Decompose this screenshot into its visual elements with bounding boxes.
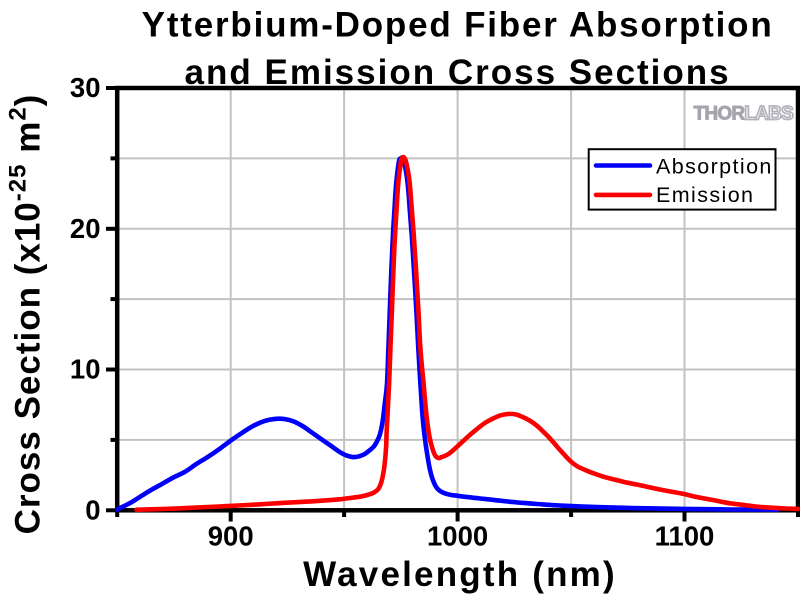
svg-text:Ytterbium-Doped Fiber Absorpti: Ytterbium-Doped Fiber Absorption [142,6,774,45]
svg-text:and Emission Cross Sections: and Emission Cross Sections [185,53,731,92]
svg-text:10: 10 [70,354,101,385]
svg-text:1100: 1100 [655,521,715,552]
svg-text:Emission: Emission [656,183,754,207]
svg-text:1000: 1000 [427,521,488,552]
svg-text:30: 30 [70,72,101,103]
svg-text:Wavelength (nm): Wavelength (nm) [303,555,617,594]
svg-text:900: 900 [208,521,254,552]
svg-text:THORLABS: THORLABS [694,104,794,125]
svg-text:0: 0 [85,494,100,525]
svg-text:20: 20 [70,213,101,244]
svg-text:Cross Section (x10-25 m2): Cross Section (x10-25 m2) [5,94,48,535]
svg-text:Absorption: Absorption [656,154,773,178]
